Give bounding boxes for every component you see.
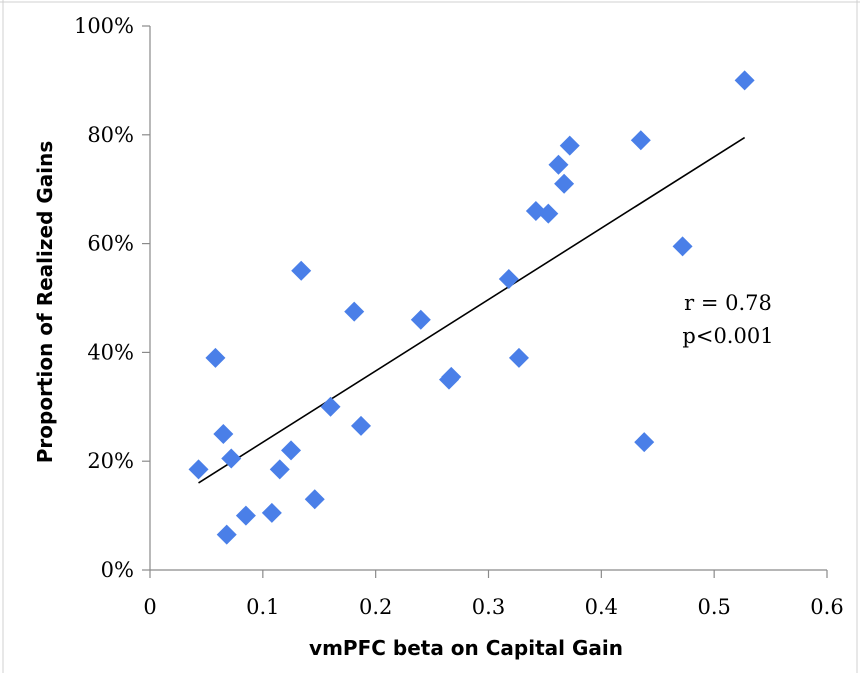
data-point: [269, 459, 290, 480]
y-tick-label: 0%: [101, 558, 134, 582]
data-point: [213, 424, 234, 444]
axes: 0% 20% 40% 60% 80% 100% 0 0.1 0.2 0.3 0.4 0.5 0.6: [74, 14, 844, 619]
annotation-p-value: p<0.001: [682, 324, 773, 348]
data-point: [281, 440, 302, 461]
data-point: [188, 459, 209, 480]
data-point: [410, 309, 431, 330]
data-point: [216, 524, 237, 545]
data-point: [498, 268, 519, 289]
x-tick-label: 0.3: [472, 595, 505, 619]
trendline-group: [198, 136, 746, 484]
y-tick-label: 60%: [87, 232, 134, 256]
data-point: [344, 301, 365, 322]
data-point: [508, 347, 529, 368]
y-tick-label: 80%: [87, 123, 134, 147]
data-points: [188, 70, 755, 545]
data-point: [221, 448, 242, 469]
data-point: [554, 173, 575, 194]
data-point: [320, 396, 341, 417]
x-tick-label: 0.1: [246, 595, 279, 619]
data-point: [304, 489, 325, 510]
x-tick-label: 0.5: [697, 595, 730, 619]
data-point: [634, 432, 655, 453]
data-point: [291, 260, 312, 281]
data-point: [734, 70, 755, 91]
data-point: [548, 154, 569, 175]
data-point: [350, 415, 371, 436]
x-tick-label: 0.2: [359, 595, 392, 619]
x-tick-label: 0.6: [810, 595, 843, 619]
data-point: [538, 203, 559, 224]
data-point: [441, 366, 462, 387]
data-point: [235, 505, 256, 526]
data-point: [205, 347, 226, 368]
data-point: [261, 502, 282, 523]
y-tick-label: 100%: [74, 14, 134, 38]
trendline: [198, 136, 746, 484]
data-point: [630, 130, 651, 151]
y-tick-label: 40%: [87, 340, 134, 364]
x-tick-label: 0.4: [585, 595, 618, 619]
annotation-r-value: r = 0.78: [684, 291, 772, 315]
y-axis-title: Proportion of Realized Gains: [33, 141, 57, 464]
x-axis-title: vmPFC beta on Capital Gain: [309, 636, 623, 660]
x-tick-label: 0: [143, 595, 156, 619]
data-point: [672, 236, 693, 257]
data-point: [559, 135, 580, 156]
y-tick-label: 20%: [87, 449, 134, 473]
